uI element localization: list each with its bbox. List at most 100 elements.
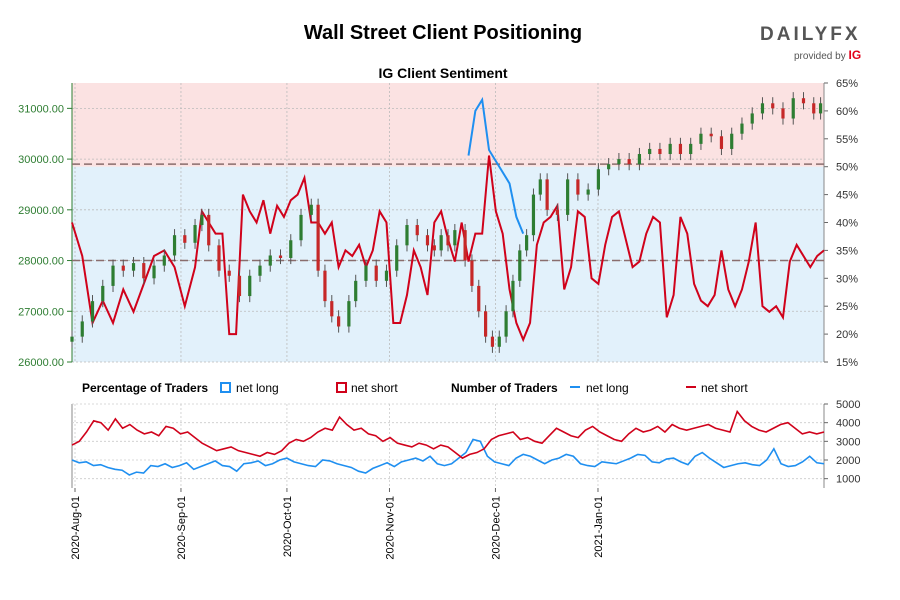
net-short-pct-line xyxy=(71,155,825,343)
candle-body xyxy=(152,265,156,279)
price-tick-label: 26000.00 xyxy=(18,357,64,369)
legend-pct-long-swatch xyxy=(220,382,231,393)
chart-subtitle: IG Client Sentiment xyxy=(378,65,508,81)
candle-body xyxy=(470,260,474,286)
candle-body xyxy=(217,245,221,271)
candle-body xyxy=(719,136,724,149)
candle-body xyxy=(596,169,600,190)
candle-body xyxy=(309,204,313,215)
net-long-pct-line xyxy=(467,96,525,235)
candle-body xyxy=(347,301,351,327)
price-tick-label: 30000.00 xyxy=(18,154,64,166)
pct-tick-label: 65% xyxy=(836,78,858,90)
candle-body xyxy=(131,263,136,271)
candle-body xyxy=(497,336,501,347)
pct-tick-label: 60% xyxy=(836,106,858,118)
ig-logo: IG xyxy=(848,48,862,62)
short-bias-zone xyxy=(72,83,824,167)
candle-body xyxy=(484,311,488,337)
count-tick-label: 2000 xyxy=(836,455,860,467)
candle-body xyxy=(781,108,785,119)
x-tick-label: 2020-Nov-01 xyxy=(384,496,396,560)
candle-body xyxy=(90,301,95,322)
count-tick-label: 3000 xyxy=(836,436,860,448)
candle-body xyxy=(730,133,734,149)
legend-pct-title: Percentage of Traders xyxy=(82,381,208,395)
candle-body xyxy=(760,103,765,114)
candle-body xyxy=(101,285,105,302)
candle-body xyxy=(323,270,327,302)
legend-pct-short-label: net short xyxy=(351,381,398,395)
candle-body xyxy=(504,311,508,337)
logo-wordmark: DAILYFX xyxy=(760,24,861,45)
count-net-short-line xyxy=(71,409,825,460)
candle-body xyxy=(268,255,272,266)
candle-body xyxy=(172,235,177,256)
candle-body xyxy=(812,103,816,114)
count-tick-label: 5000 xyxy=(836,399,860,411)
candle-body xyxy=(658,148,662,155)
candle-body xyxy=(374,265,378,281)
candle-body xyxy=(791,98,795,119)
candle-body xyxy=(648,148,652,155)
candle-body xyxy=(627,159,631,165)
candle-body xyxy=(490,336,495,347)
candle-body xyxy=(518,250,522,281)
candle-body xyxy=(709,133,713,137)
candle-body xyxy=(453,230,457,246)
x-tick-label: 2020-Aug-01 xyxy=(70,496,82,560)
candle-body xyxy=(576,179,580,195)
legend-num-short-label: net short xyxy=(701,381,748,395)
candle-body xyxy=(183,235,187,243)
x-tick-label: 2020-Sep-01 xyxy=(176,496,188,560)
candle-body xyxy=(425,235,430,246)
candle-body xyxy=(511,280,515,312)
legend: Percentage of Traders net long net short Nu… xyxy=(82,381,748,395)
candle-body xyxy=(801,98,806,104)
x-tick-label: 2021-Jan-01 xyxy=(593,496,605,558)
pct-tick-label: 25% xyxy=(836,301,858,313)
candle-body xyxy=(142,263,146,279)
pct-tick-label: 50% xyxy=(836,162,858,174)
candle-body xyxy=(545,179,549,210)
logo-provider: provided by IG xyxy=(760,48,870,62)
candle-body xyxy=(432,245,436,251)
pct-tick-label: 35% xyxy=(836,245,858,257)
candle-body xyxy=(740,123,744,134)
candle-body xyxy=(446,235,450,246)
price-tick-label: 28000.00 xyxy=(18,256,64,268)
candle-body xyxy=(80,321,84,337)
count-tick-label: 1000 xyxy=(836,474,860,486)
candle-body xyxy=(193,225,197,243)
candle-body xyxy=(162,255,166,266)
candle-body xyxy=(227,270,231,276)
candle-body xyxy=(364,265,368,281)
count-net-long-line xyxy=(71,438,825,476)
candle-body xyxy=(531,194,536,236)
candle-body xyxy=(463,230,467,261)
candle-body xyxy=(818,103,823,114)
candle-body xyxy=(200,214,204,226)
candle-body xyxy=(337,316,341,327)
candle-body xyxy=(637,154,642,165)
candle-body xyxy=(405,225,409,246)
price-tick-label: 27000.00 xyxy=(18,306,64,318)
candle-body xyxy=(111,265,115,286)
candle-body xyxy=(678,143,683,155)
candle-body xyxy=(525,235,529,251)
candle-body xyxy=(538,179,542,195)
candle-body xyxy=(555,209,559,215)
candle-body xyxy=(289,240,293,259)
candle-body xyxy=(248,275,252,297)
candle-body xyxy=(258,265,262,276)
candle-body xyxy=(330,301,334,317)
legend-pct-short-swatch xyxy=(336,382,347,393)
pct-tick-label: 40% xyxy=(836,218,858,230)
candle-body xyxy=(617,159,621,165)
trader-count-panel: 1000 2000 3000 4000 5000 xyxy=(71,399,860,488)
legend-num-long-label: net long xyxy=(586,381,629,395)
candle-body xyxy=(607,164,611,170)
candle-body xyxy=(395,245,399,271)
candle-body xyxy=(415,225,419,236)
